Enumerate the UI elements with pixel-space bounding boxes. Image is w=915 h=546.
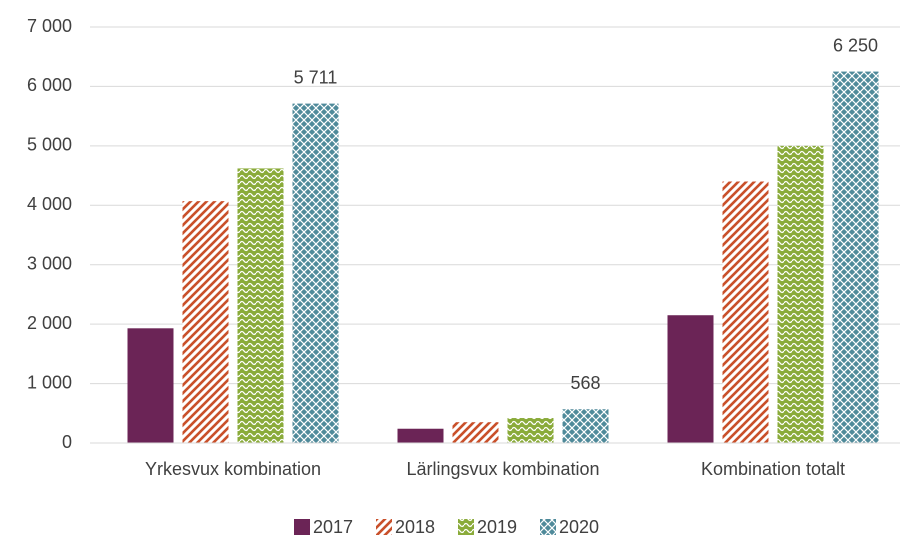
data-label: 5 711: [294, 67, 338, 87]
bar: [452, 422, 499, 443]
bar: [722, 181, 769, 443]
y-tick-label: 2 000: [27, 313, 72, 333]
bar: [397, 428, 444, 443]
legend-label: 2017: [313, 517, 353, 537]
bar: [832, 71, 879, 444]
y-tick-label: 4 000: [27, 194, 72, 214]
legend-swatch: [458, 519, 474, 535]
legend-swatch: [376, 519, 392, 535]
x-tick-label: Yrkesvux kombination: [145, 459, 321, 479]
bar: [667, 315, 714, 443]
legend-label: 2018: [395, 517, 435, 537]
legend-label: 2019: [477, 517, 517, 537]
bar: [562, 409, 609, 443]
bar: [292, 103, 339, 444]
legend-swatch: [294, 519, 310, 535]
bar: [182, 201, 229, 443]
y-tick-label: 7 000: [27, 16, 72, 36]
y-tick-label: 1 000: [27, 372, 72, 392]
y-tick-label: 3 000: [27, 253, 72, 273]
x-tick-label: Lärlingsvux kombination: [406, 459, 599, 479]
bar: [777, 145, 824, 443]
y-tick-label: 5 000: [27, 135, 72, 155]
data-label: 6 250: [833, 35, 878, 55]
data-label: 568: [570, 373, 600, 393]
legend-label: 2020: [559, 517, 599, 537]
legend-swatch: [540, 519, 556, 535]
y-tick-label: 6 000: [27, 75, 72, 95]
y-tick-label: 0: [62, 432, 72, 452]
bar: [127, 328, 174, 443]
x-tick-label: Kombination totalt: [701, 459, 845, 479]
bar: [507, 418, 554, 443]
bar: [237, 168, 284, 443]
